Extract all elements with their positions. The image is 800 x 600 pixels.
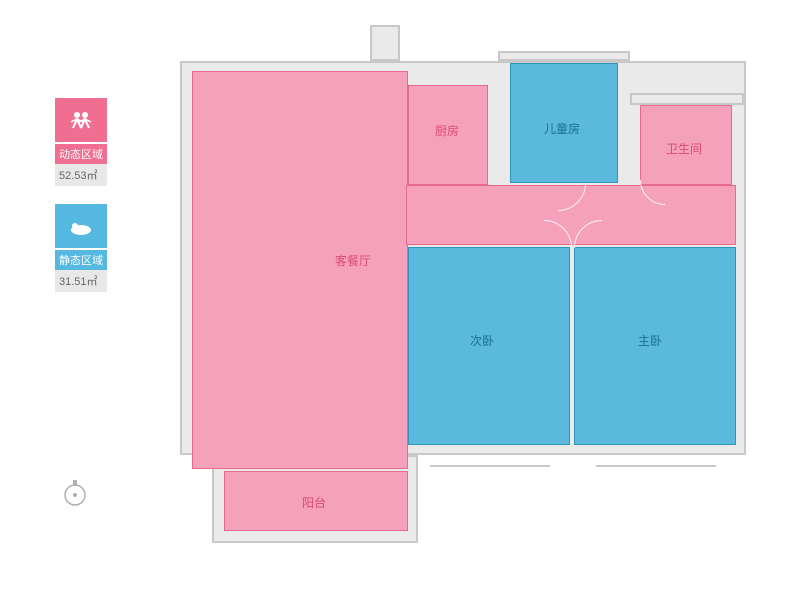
- label-bath: 卫生间: [666, 143, 702, 155]
- label-second: 次卧: [470, 335, 494, 347]
- label-child: 儿童房: [544, 123, 580, 135]
- label-balcony: 阳台: [302, 497, 326, 509]
- compass-icon: [60, 478, 90, 508]
- label-living: 客餐厅: [335, 255, 371, 267]
- wall-child-top: [498, 51, 630, 61]
- legend-panel: 动态区域 52.53㎡ 静态区域 31.51㎡: [55, 98, 107, 310]
- label-kitchen: 厨房: [435, 125, 459, 137]
- legend-static-value: 31.51㎡: [55, 270, 107, 292]
- wall-bath-top: [630, 93, 744, 105]
- floorplan: 客餐厅 厨房 儿童房 卫生间 次卧 主卧 阳台: [180, 25, 770, 580]
- people-icon: [67, 110, 95, 130]
- label-master: 主卧: [638, 335, 662, 347]
- window-second: [430, 453, 550, 467]
- legend-dynamic-icon: [55, 98, 107, 142]
- legend-static-icon: [55, 204, 107, 248]
- legend-dynamic-label: 动态区域: [55, 144, 107, 164]
- sleep-icon: [67, 216, 95, 236]
- wall-top-notch: [370, 25, 400, 61]
- window-master: [596, 453, 716, 467]
- legend-dynamic-value: 52.53㎡: [55, 164, 107, 186]
- room-living: [192, 71, 408, 469]
- legend-static-label: 静态区域: [55, 250, 107, 270]
